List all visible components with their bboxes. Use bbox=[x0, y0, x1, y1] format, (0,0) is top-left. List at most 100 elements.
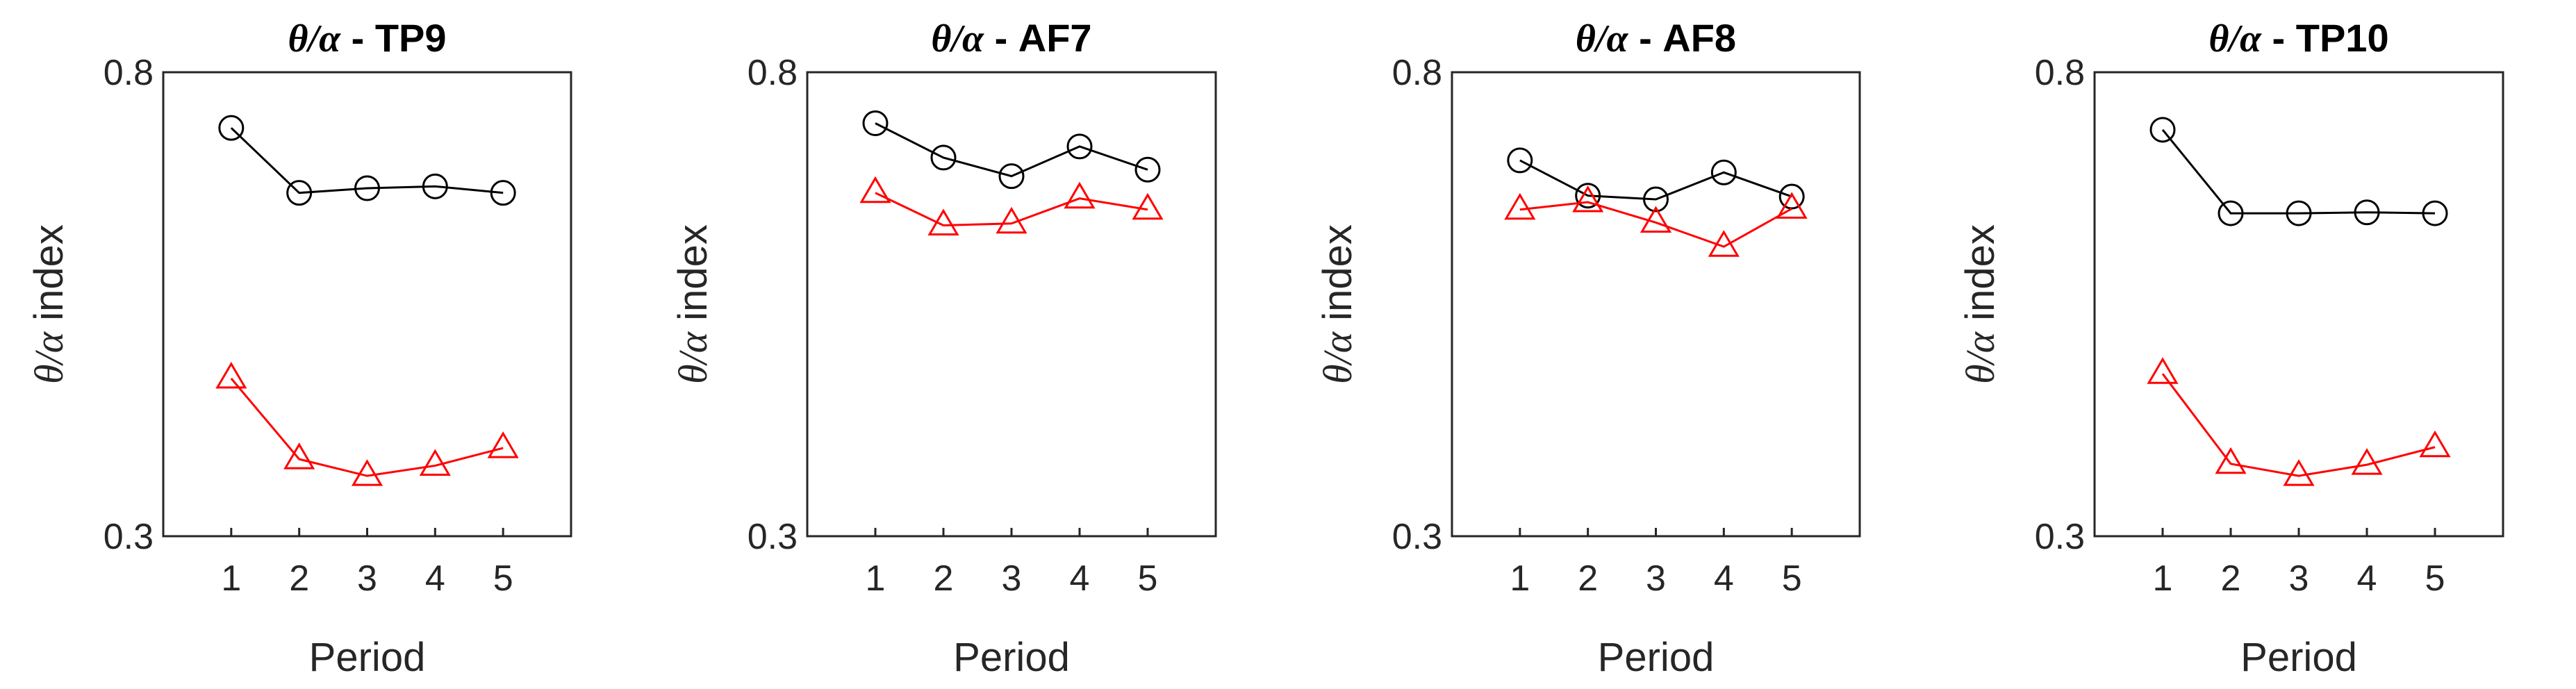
x-tick-label: 1 bbox=[2153, 558, 2173, 599]
triangle-marker bbox=[1776, 192, 1808, 219]
y-axis-label: θ/α index bbox=[1958, 224, 2003, 384]
circle-marker bbox=[2286, 200, 2312, 226]
title-symbol: θ/α bbox=[2208, 17, 2262, 60]
x-tick-label: 3 bbox=[357, 558, 377, 599]
triangle-marker bbox=[2215, 447, 2247, 474]
circle-marker bbox=[930, 144, 957, 171]
triangle-marker bbox=[2351, 448, 2383, 475]
triangle-marker bbox=[351, 459, 383, 486]
chart-title: θ/α - AF7 bbox=[931, 16, 1091, 60]
x-tick-label: 1 bbox=[1510, 558, 1530, 599]
axes-frame bbox=[162, 71, 572, 538]
triangle-marker bbox=[1064, 181, 1096, 209]
circle-series-line bbox=[230, 127, 504, 194]
circle-marker bbox=[218, 115, 245, 141]
y-tick-label: 0.8 bbox=[748, 53, 798, 93]
triangle-marker bbox=[283, 442, 315, 470]
title-channel: - TP9 bbox=[340, 16, 446, 60]
x-tick-label: 5 bbox=[2425, 558, 2445, 599]
y-label-text: index bbox=[1315, 224, 1360, 332]
circle-marker bbox=[490, 180, 516, 206]
triangle-marker bbox=[859, 176, 891, 204]
triangle-marker bbox=[996, 206, 1027, 234]
y-label-symbol: θ/α bbox=[26, 331, 72, 384]
y-tick-label: 0.3 bbox=[748, 517, 798, 557]
circle-series bbox=[862, 110, 1161, 190]
triangle-marker bbox=[927, 208, 959, 235]
triangle-marker bbox=[1572, 185, 1604, 213]
circle-marker bbox=[1710, 159, 1737, 185]
x-axis-label: Period bbox=[1598, 635, 1715, 680]
circle-marker bbox=[286, 180, 313, 206]
circle-series-line bbox=[2161, 128, 2436, 215]
x-axis-label: Period bbox=[953, 635, 1070, 680]
triangle-series-line bbox=[2161, 373, 2436, 477]
x-tick-label: 1 bbox=[221, 558, 241, 599]
circle-marker bbox=[2354, 199, 2380, 226]
circle-marker bbox=[1134, 156, 1161, 183]
y-label-text: index bbox=[670, 224, 716, 332]
axes-frame bbox=[1451, 71, 1861, 538]
triangle-marker bbox=[1132, 192, 1164, 220]
title-channel: - TP10 bbox=[2261, 16, 2389, 60]
y-label-text: index bbox=[1958, 224, 2003, 332]
x-tick-label: 4 bbox=[425, 558, 445, 599]
y-tick-label: 0.3 bbox=[1392, 517, 1442, 557]
title-channel: - AF7 bbox=[984, 16, 1092, 60]
y-axis-label: θ/α index bbox=[670, 224, 716, 384]
y-tick-label: 0.8 bbox=[1392, 53, 1442, 93]
circle-series bbox=[2149, 117, 2448, 226]
circle-marker bbox=[1575, 183, 1601, 209]
triangle-series-line bbox=[1519, 201, 1792, 248]
x-tick-label: 5 bbox=[493, 558, 513, 599]
triangle-series bbox=[859, 176, 1164, 235]
circle-marker bbox=[2149, 117, 2176, 143]
title-symbol: θ/α bbox=[931, 17, 984, 60]
circle-marker bbox=[1507, 147, 1533, 174]
circle-marker bbox=[354, 175, 380, 201]
triangle-series bbox=[215, 361, 519, 486]
x-tick-label: 4 bbox=[1714, 558, 1734, 599]
x-tick-label: 4 bbox=[2357, 558, 2377, 599]
triangle-marker bbox=[1640, 206, 1672, 233]
x-tick-label: 2 bbox=[934, 558, 954, 599]
y-axis-label: θ/α index bbox=[1315, 224, 1360, 384]
triangle-series-line bbox=[875, 192, 1148, 226]
x-tick-label: 2 bbox=[289, 558, 309, 599]
circle-series bbox=[1507, 147, 1805, 213]
circle-marker bbox=[998, 163, 1025, 190]
triangle-marker bbox=[1504, 192, 1536, 220]
title-symbol: θ/α bbox=[1576, 17, 1629, 60]
circle-series bbox=[218, 115, 516, 206]
triangle-series-line bbox=[230, 377, 504, 477]
y-tick-label: 0.3 bbox=[2035, 517, 2085, 557]
triangle-series bbox=[1504, 185, 1808, 257]
y-label-symbol: θ/α bbox=[1315, 331, 1360, 384]
triangle-marker bbox=[1708, 230, 1740, 257]
x-axis-label: Period bbox=[309, 635, 426, 680]
x-tick-label: 1 bbox=[866, 558, 886, 599]
x-axis-label: Period bbox=[2240, 635, 2357, 680]
y-tick-label: 0.3 bbox=[104, 517, 154, 557]
y-tick-label: 0.8 bbox=[2035, 53, 2085, 93]
triangle-marker bbox=[487, 431, 519, 458]
triangle-marker bbox=[2147, 357, 2179, 384]
title-channel: - AF8 bbox=[1628, 16, 1737, 60]
circle-marker bbox=[422, 173, 448, 199]
circle-marker bbox=[1778, 183, 1805, 210]
chart-panel-2: θ/α - AF7 0.3 0.8 1 2 3 4 5 Period θ/α index bbox=[670, 16, 1217, 680]
x-tick-label: 4 bbox=[1070, 558, 1090, 599]
axes-frame bbox=[2093, 71, 2504, 538]
circle-series-line bbox=[875, 122, 1148, 178]
chart-panel-1: θ/α - TP9 0.3 0.8 1 2 3 4 5 Period θ/α index bbox=[26, 16, 572, 680]
title-symbol: θ/α bbox=[288, 17, 341, 60]
y-label-symbol: θ/α bbox=[670, 331, 716, 384]
chart-title: θ/α - TP10 bbox=[2208, 16, 2388, 60]
x-tick-label: 5 bbox=[1138, 558, 1158, 599]
chart-panel-4: θ/α - TP10 0.3 0.8 1 2 3 4 5 Period θ/α index bbox=[1958, 16, 2504, 680]
x-tick-label: 5 bbox=[1782, 558, 1802, 599]
chart-title: θ/α - TP9 bbox=[288, 16, 446, 60]
y-axis-label: θ/α index bbox=[26, 224, 72, 384]
circle-series-line bbox=[1519, 159, 1792, 201]
